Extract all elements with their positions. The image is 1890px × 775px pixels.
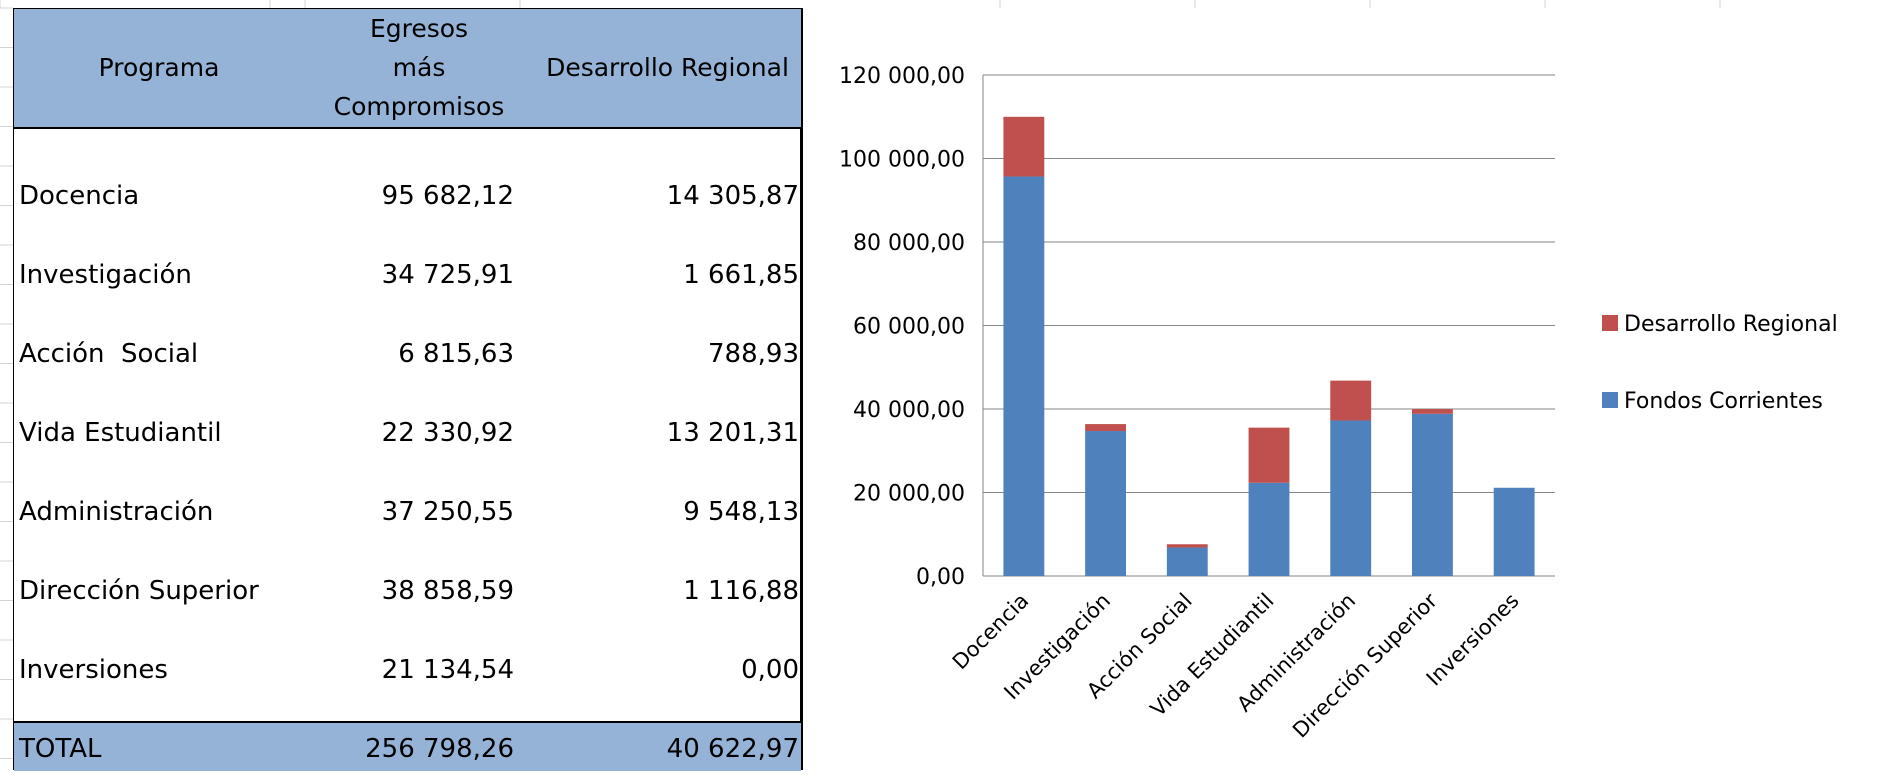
- cell-egresos[interactable]: 37 250,55: [381, 497, 514, 527]
- cell-programa[interactable]: Dirección Superior: [19, 576, 259, 606]
- bar-segment: [1412, 409, 1453, 414]
- y-tick-label: 0,00: [916, 565, 965, 590]
- header-desarrollo: Desarrollo Regional: [546, 53, 789, 82]
- bar-segment: [1248, 482, 1290, 576]
- cell-egresos[interactable]: 95 682,12: [381, 181, 514, 211]
- cell-desarrollo[interactable]: 9 548,13: [683, 497, 799, 527]
- bar-segment: [1330, 380, 1372, 421]
- cell-egresos[interactable]: 34 725,91: [381, 260, 514, 290]
- bar-segment: [1003, 176, 1045, 576]
- chart-area[interactable]: 0,00 20 000,00 40 000,00 60 000,00 80 000,00…: [805, 8, 1890, 770]
- header-egresos-line-3: Compromisos: [333, 92, 505, 121]
- table-row[interactable]: Vida Estudiantil 22 330,92 13 201,31: [14, 394, 801, 473]
- legend-swatch: [1602, 315, 1618, 331]
- cell-programa[interactable]: Acción Social: [19, 339, 199, 369]
- table-row[interactable]: Acción Social 6 815,63 788,93: [14, 315, 801, 394]
- y-tick-label: 40 000,00: [853, 398, 965, 423]
- total-egresos[interactable]: 256 798,26: [365, 734, 514, 764]
- cell-desarrollo[interactable]: 1 661,85: [683, 260, 799, 290]
- y-tick-label: 60 000,00: [853, 315, 965, 340]
- y-tick-label: 120 000,00: [839, 64, 965, 89]
- cell-desarrollo[interactable]: 13 201,31: [666, 418, 799, 448]
- cell-programa[interactable]: Inversiones: [19, 655, 168, 685]
- y-tick-label: 80 000,00: [853, 231, 965, 256]
- legend-swatch: [1602, 392, 1618, 408]
- table-header: Programa Egresos más Compromisos Desarro…: [14, 9, 801, 129]
- bar-segment: [1085, 424, 1126, 432]
- cell-desarrollo[interactable]: 14 305,87: [666, 181, 799, 211]
- cell-programa[interactable]: Vida Estudiantil: [19, 418, 222, 448]
- cell-egresos[interactable]: 38 858,59: [381, 576, 514, 606]
- header-programa: Programa: [98, 53, 220, 82]
- total-label[interactable]: TOTAL: [19, 734, 102, 764]
- cell-programa[interactable]: Docencia: [19, 181, 140, 211]
- table-row[interactable]: Inversiones 21 134,54 0,00: [14, 631, 801, 710]
- cell-programa[interactable]: Investigación: [19, 260, 192, 290]
- bar-segment: [1085, 431, 1126, 576]
- table-row[interactable]: Investigación 34 725,91 1 661,85: [14, 236, 801, 315]
- bar-segment: [1493, 487, 1535, 576]
- header-egresos-line-1: Egresos: [369, 14, 469, 43]
- table-row[interactable]: Dirección Superior 38 858,59 1 116,88: [14, 552, 801, 631]
- x-tick-label: Docencia: [948, 589, 1034, 675]
- header-egresos-line-2: más: [392, 53, 446, 82]
- cell-egresos[interactable]: 21 134,54: [381, 655, 514, 685]
- cell-egresos[interactable]: 6 815,63: [398, 339, 514, 369]
- table-row[interactable]: Administración 37 250,55 9 548,13: [14, 473, 801, 552]
- y-tick-label: 100 000,00: [839, 148, 965, 173]
- y-tick-label: 20 000,00: [853, 482, 965, 507]
- x-tick-label: Dirección Superior: [1288, 588, 1442, 742]
- cell-desarrollo[interactable]: 1 116,88: [683, 576, 799, 606]
- table-row[interactable]: Docencia 95 682,12 14 305,87: [14, 157, 801, 236]
- bar-segment: [1248, 427, 1290, 483]
- bar-segment: [1330, 420, 1372, 576]
- legend-label: Desarrollo Regional: [1624, 312, 1838, 337]
- legend-label: Fondos Corrientes: [1624, 389, 1823, 414]
- total-row[interactable]: TOTAL 256 798,26 40 622,97: [14, 721, 801, 771]
- stacked-bar-chart: 0,00 20 000,00 40 000,00 60 000,00 80 000,00…: [839, 64, 1838, 743]
- bar-segment: [1166, 544, 1208, 548]
- bar-segment: [1166, 547, 1208, 576]
- cell-egresos[interactable]: 22 330,92: [381, 418, 514, 448]
- bar-segment: [1003, 116, 1045, 177]
- header-egresos: Egresos más Compromisos: [304, 9, 534, 126]
- cell-desarrollo[interactable]: 788,93: [708, 339, 799, 369]
- bar-segment: [1412, 413, 1453, 576]
- cell-programa[interactable]: Administración: [19, 497, 214, 527]
- total-desarrollo[interactable]: 40 622,97: [666, 734, 799, 764]
- cell-desarrollo[interactable]: 0,00: [741, 655, 799, 685]
- data-table: Programa Egresos más Compromisos Desarro…: [13, 8, 803, 771]
